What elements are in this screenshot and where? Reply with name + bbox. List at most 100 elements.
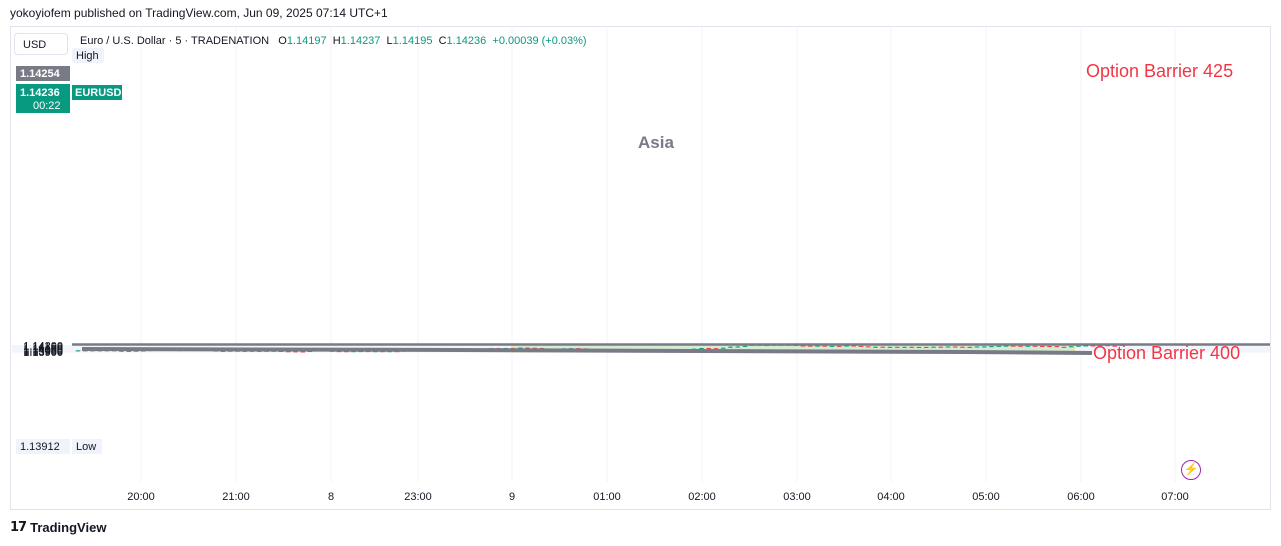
- candle: [887, 346, 893, 348]
- session-box: Asia: [511, 133, 1075, 353]
- candle-body: [836, 345, 842, 347]
- candle: [517, 347, 523, 349]
- candle-body: [720, 347, 726, 349]
- candle: [902, 346, 907, 348]
- low-tag: Low: [76, 441, 96, 453]
- candle-body: [844, 345, 849, 347]
- candle-body: [1003, 345, 1009, 347]
- low-value-badge: [16, 439, 70, 454]
- candle: [1061, 346, 1067, 348]
- x-tick-label: 05:00: [972, 491, 1000, 503]
- time-axis: 20:00 21:00 8 23:00 9 01:00 02:00 03:00 04:00 05:…: [127, 491, 1189, 503]
- candle-body: [923, 346, 929, 348]
- x-tick-label: 07:00: [1161, 491, 1189, 503]
- chart-frame: [10, 26, 1271, 510]
- barrier-425-label: Option Barrier 425: [1086, 61, 1233, 81]
- countdown: 00:22: [33, 100, 61, 112]
- candle-body: [1054, 346, 1060, 348]
- y-tick-label: 1.14000: [23, 345, 63, 357]
- candle: [742, 345, 748, 347]
- x-tick-label: 01:00: [593, 491, 621, 503]
- candle: [894, 346, 900, 348]
- y-tick-label: 1.14050: [23, 344, 63, 356]
- candle-body: [1061, 346, 1067, 348]
- candle: [1018, 345, 1023, 347]
- lightning-icon[interactable]: ⚡: [1181, 460, 1201, 480]
- tradingview-logo[interactable]: 17 TradingView: [10, 520, 106, 535]
- candle-body: [945, 346, 951, 348]
- x-tick-label: 21:00: [222, 491, 250, 503]
- legend-low: 1.14195: [392, 35, 433, 47]
- candle: [706, 347, 712, 350]
- candle-body: [916, 346, 922, 348]
- y-tick-label: 1.14100: [23, 343, 63, 355]
- candle: [974, 346, 980, 348]
- candle-body: [1018, 345, 1023, 347]
- candle-body: [981, 346, 987, 348]
- candle-body: [300, 351, 306, 353]
- candle-body: [220, 350, 226, 352]
- publisher-line: yokoyiofem published on TradingView.com,…: [10, 6, 388, 20]
- high-value: 1.14254: [20, 68, 61, 80]
- high-value-badge: [16, 66, 70, 81]
- x-tick-label: 03:00: [783, 491, 811, 503]
- legend-high-label: H: [332, 35, 341, 47]
- symbol-badge: [72, 85, 122, 100]
- candle: [699, 347, 704, 350]
- x-tick-label: 02:00: [688, 491, 716, 503]
- candle: [829, 345, 835, 347]
- legend-open: 1.14197: [286, 35, 327, 47]
- candle-body: [902, 346, 907, 348]
- candle-body: [851, 345, 857, 347]
- candle-body: [713, 348, 719, 350]
- candle-body: [728, 346, 733, 348]
- candle: [1039, 345, 1045, 347]
- candle: [735, 346, 741, 348]
- candle-body: [119, 350, 124, 352]
- legend-low-label: L: [386, 35, 393, 47]
- x-tick-label: 23:00: [404, 491, 432, 503]
- candle-body: [800, 345, 806, 347]
- candle-body: [1032, 345, 1038, 347]
- candle-body: [996, 345, 1002, 347]
- legend-high: 1.14237: [340, 35, 381, 47]
- x-tick-label: 20:00: [127, 491, 155, 503]
- candle: [728, 346, 733, 348]
- candle-body: [285, 351, 291, 353]
- currency-button[interactable]: USD: [14, 33, 68, 55]
- candle-body: [960, 346, 965, 348]
- legend-change: +0.00039 (+0.03%): [492, 35, 587, 47]
- candle: [981, 346, 987, 348]
- candle: [931, 346, 936, 348]
- candle: [1047, 345, 1052, 348]
- candle: [1054, 346, 1060, 348]
- footer-brand: TradingView: [30, 520, 107, 535]
- candle-body: [742, 345, 748, 347]
- legend-close: 1.14236: [446, 35, 487, 47]
- candle-body: [880, 346, 886, 348]
- high-tag: High: [76, 50, 99, 62]
- candle: [75, 350, 81, 352]
- candle-body: [133, 350, 139, 352]
- candle-body: [1010, 345, 1016, 347]
- candle-body: [829, 345, 835, 347]
- tradingview-mark-icon: 17: [10, 520, 27, 535]
- y-tick-label: 1.14200: [23, 341, 63, 353]
- grid-lines: [12, 28, 1270, 482]
- candle-body: [1039, 345, 1045, 347]
- price-axis: 1.142001.141501.141001.140501.140001.139…: [23, 341, 63, 360]
- candle: [952, 346, 958, 348]
- candle: [720, 347, 726, 349]
- x-tick-label: 8: [328, 491, 334, 503]
- candle-body: [525, 347, 530, 349]
- candle: [858, 345, 864, 347]
- candle-body: [894, 346, 900, 348]
- candle-body: [1047, 346, 1052, 348]
- candle: [916, 346, 922, 348]
- candle: [938, 346, 944, 348]
- session-label: Asia: [638, 133, 674, 152]
- candle-body: [517, 347, 523, 349]
- candle: [989, 346, 994, 348]
